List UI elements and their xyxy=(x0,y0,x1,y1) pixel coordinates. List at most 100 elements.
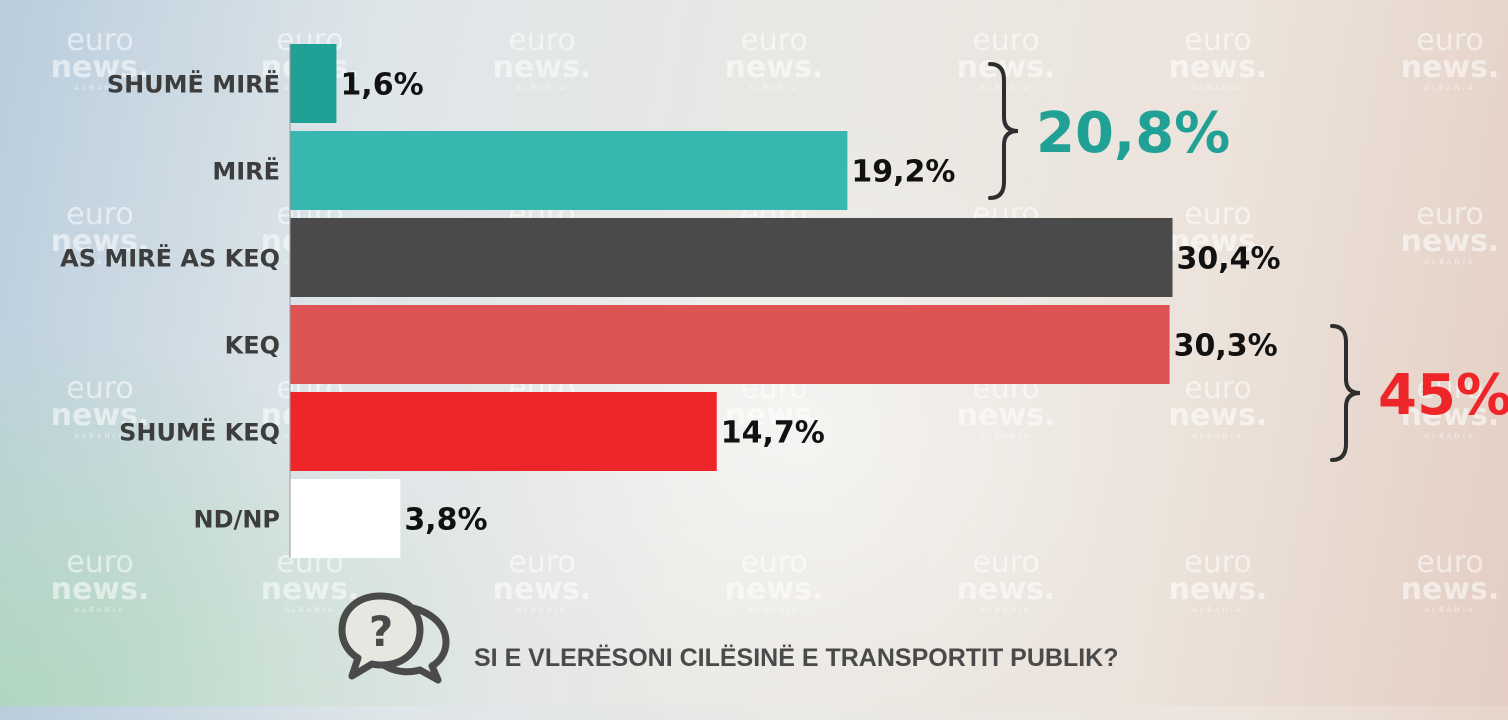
category-label: AS MIRË AS KEQ xyxy=(60,244,280,273)
value-label: 30,4% xyxy=(1177,242,1281,277)
svg-text:euro: euro xyxy=(1416,23,1484,58)
svg-text:news.: news. xyxy=(957,50,1056,85)
category-label: SHUMË MIRË xyxy=(107,70,280,99)
labels-layer: SHUMË MIRË 1,6% MIRË 19,2% AS MIRË AS KEQ 30,… xyxy=(60,68,1280,538)
category-label: KEQ xyxy=(225,332,280,360)
svg-text:euro: euro xyxy=(1416,545,1484,580)
svg-text:ALBANIA: ALBANIA xyxy=(1192,84,1243,92)
svg-text:ALBANIA: ALBANIA xyxy=(516,606,567,614)
svg-text:euro: euro xyxy=(972,23,1040,58)
chart-title: SI E VLERËSONI CILËSINË E TRANSPORTIT PU… xyxy=(474,644,1119,672)
bar-3 xyxy=(290,305,1170,384)
question-chat-bubbles-icon: ? xyxy=(338,592,450,684)
svg-text:ALBANIA: ALBANIA xyxy=(748,432,799,440)
svg-text:news.: news. xyxy=(261,572,360,607)
group-brace xyxy=(988,62,1019,200)
bar-5 xyxy=(290,479,401,558)
svg-text:ALBANIA: ALBANIA xyxy=(980,432,1031,440)
svg-text:ALBANIA: ALBANIA xyxy=(980,606,1031,614)
svg-text:ALBANIA: ALBANIA xyxy=(74,258,125,266)
svg-text:euro: euro xyxy=(1184,23,1252,58)
svg-text:news.: news. xyxy=(725,398,824,433)
svg-text:euro: euro xyxy=(1184,545,1252,580)
svg-text:news.: news. xyxy=(1169,224,1268,259)
bar-2 xyxy=(290,218,1173,297)
group-total-label: 45% xyxy=(1378,363,1508,428)
value-label: 19,2% xyxy=(851,155,955,190)
svg-text:ALBANIA: ALBANIA xyxy=(1424,606,1475,614)
svg-text:news.: news. xyxy=(957,398,1056,433)
svg-text:ALBANIA: ALBANIA xyxy=(1424,84,1475,92)
svg-text:euro: euro xyxy=(66,371,134,406)
svg-text:euro: euro xyxy=(508,545,576,580)
svg-text:news.: news. xyxy=(1401,224,1500,259)
svg-text:euro: euro xyxy=(740,545,808,580)
svg-text:news.: news. xyxy=(51,572,150,607)
svg-text:news.: news. xyxy=(1401,572,1500,607)
svg-text:news.: news. xyxy=(1169,50,1268,85)
value-label: 14,7% xyxy=(721,416,825,451)
svg-text:news.: news. xyxy=(725,572,824,607)
svg-text:news.: news. xyxy=(51,398,150,433)
group-total-label: 20,8% xyxy=(1036,101,1230,166)
svg-text:euro: euro xyxy=(66,197,134,232)
svg-text:ALBANIA: ALBANIA xyxy=(74,84,125,92)
svg-text:news.: news. xyxy=(493,572,592,607)
svg-text:news.: news. xyxy=(51,224,150,259)
svg-text:news.: news. xyxy=(1401,398,1500,433)
svg-text:ALBANIA: ALBANIA xyxy=(74,432,125,440)
svg-text:euro: euro xyxy=(1416,371,1484,406)
svg-text:ALBANIA: ALBANIA xyxy=(1192,432,1243,440)
svg-text:euro: euro xyxy=(1416,197,1484,232)
svg-text:ALBANIA: ALBANIA xyxy=(1424,432,1475,440)
svg-text:ALBANIA: ALBANIA xyxy=(1424,258,1475,266)
svg-text:news.: news. xyxy=(51,50,150,85)
svg-text:?: ? xyxy=(369,607,393,656)
svg-text:euro: euro xyxy=(66,545,134,580)
svg-text:news.: news. xyxy=(1169,572,1268,607)
value-label: 1,6% xyxy=(340,68,423,103)
bar-0 xyxy=(290,44,337,123)
svg-text:euro: euro xyxy=(972,545,1040,580)
bar-1 xyxy=(290,131,848,210)
value-label: 3,8% xyxy=(404,503,487,538)
svg-text:ALBANIA: ALBANIA xyxy=(516,84,567,92)
bar-4 xyxy=(290,392,717,471)
groups-layer: 20,8% 45% xyxy=(988,62,1508,462)
svg-text:euro: euro xyxy=(1184,371,1252,406)
svg-text:news.: news. xyxy=(957,572,1056,607)
svg-text:news.: news. xyxy=(725,50,824,85)
svg-text:news.: news. xyxy=(1169,398,1268,433)
value-label: 30,3% xyxy=(1174,329,1278,364)
svg-text:ALBANIA: ALBANIA xyxy=(284,606,335,614)
svg-text:ALBANIA: ALBANIA xyxy=(1192,258,1243,266)
svg-text:ALBANIA: ALBANIA xyxy=(74,606,125,614)
svg-text:euro: euro xyxy=(740,23,808,58)
svg-text:news.: news. xyxy=(1401,50,1500,85)
svg-text:ALBANIA: ALBANIA xyxy=(748,606,799,614)
category-label: ND/NP xyxy=(194,506,280,534)
category-label: SHUMË KEQ xyxy=(119,418,280,447)
svg-text:ALBANIA: ALBANIA xyxy=(748,84,799,92)
group-brace xyxy=(1330,324,1361,462)
svg-text:euro: euro xyxy=(508,23,576,58)
svg-text:news.: news. xyxy=(493,50,592,85)
